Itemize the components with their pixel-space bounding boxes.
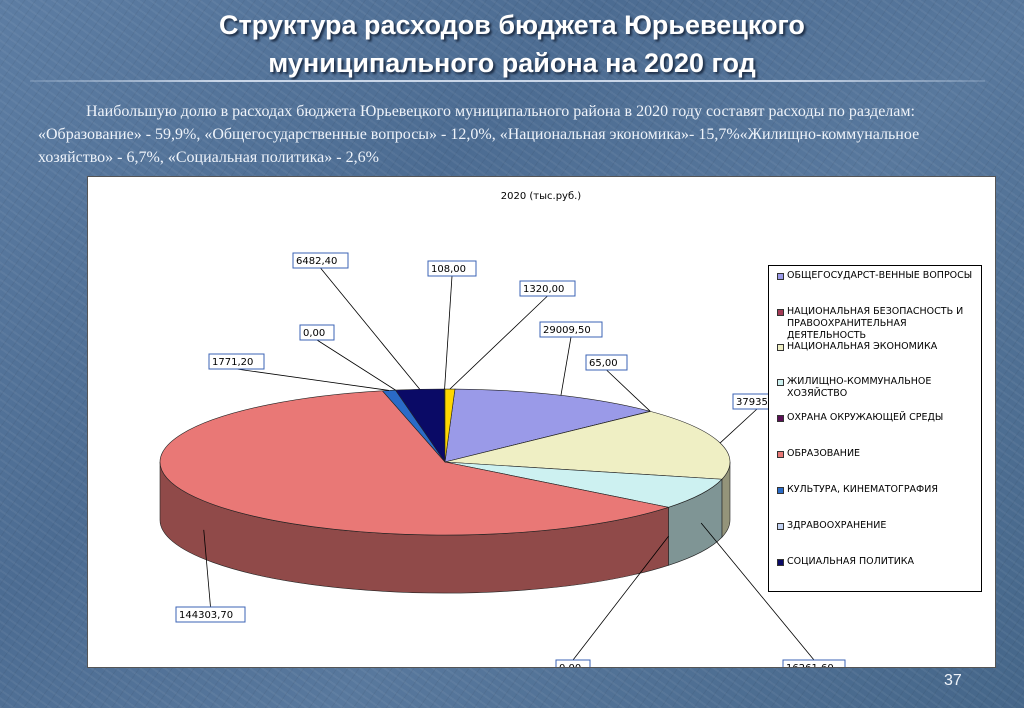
data-label-box-9 <box>427 260 477 277</box>
leader-line-5 <box>203 529 211 608</box>
page-number: 37 <box>944 672 962 689</box>
legend-item: НАЦИОНАЛЬНАЯ БЕЗОПАСНОСТЬ И ПРАВООХРАНИТ… <box>777 306 987 342</box>
pie-tops <box>159 388 731 536</box>
pie-labels: 29009,50 65,00 37935, 16261,60 0,00 144303,70… <box>175 252 846 667</box>
data-label-box-4 <box>555 659 591 667</box>
legend-label: ЗДРАВООХРАНЕНИЕ <box>787 520 887 531</box>
title-line-2: муниципального района на 2020 год <box>268 48 756 78</box>
leader-line-8 <box>320 267 421 390</box>
leader-line-6 <box>236 368 389 391</box>
data-label-box-6 <box>208 353 265 370</box>
legend-item: ЖИЛИЩНО-КОММУНАЛЬНОЕ ХОЗЯЙСТВО <box>777 376 987 400</box>
data-label-box-0 <box>539 321 603 338</box>
legend-label: ОБРАЗОВАНИЕ <box>787 448 861 459</box>
leader-line-3 <box>700 522 815 661</box>
legend-label: НАЦИОНАЛЬНАЯ ЭКОНОМИКА <box>787 341 938 352</box>
legend-label: ОХРАНА ОКРУЖАЮЩЕЙ СРЕДЫ <box>787 412 944 423</box>
legend-swatch <box>777 559 784 566</box>
legend-swatch <box>777 451 784 458</box>
legend-item: ЗДРАВООХРАНЕНИЕ <box>777 520 987 532</box>
data-label-10: 1320,00 <box>523 284 564 295</box>
pie-slice-2 <box>444 411 731 480</box>
legend-swatch <box>777 344 784 351</box>
legend-label: НАЦИОНАЛЬНАЯ БЕЗОПАСНОСТЬ И ПРАВООХРАНИТ… <box>787 306 964 341</box>
title-line-1: Структура расходов бюджета Юрьевецкого <box>219 10 805 40</box>
chart-area: 2020 (тыс.руб.) 29009,50 65,00 37935, 16261,… <box>87 176 996 668</box>
leader-line-0 <box>560 336 572 396</box>
legend-swatch <box>777 379 784 386</box>
leader-line-1 <box>606 369 651 412</box>
legend-item: ОБЩЕГОСУДАРСТ-ВЕННЫЕ ВОПРОСЫ <box>777 270 987 282</box>
legend-item: КУЛЬТУРА, КИНЕМАТОГРАФИЯ <box>777 484 987 496</box>
data-label-box-1 <box>585 354 628 371</box>
data-label-2: 37935, <box>736 397 771 408</box>
data-label-0: 29009,50 <box>543 325 591 336</box>
data-label-box-7 <box>299 324 335 341</box>
legend-item: ОХРАНА ОКРУЖАЮЩЕЙ СРЕДЫ <box>777 412 987 424</box>
legend-swatch <box>777 309 784 316</box>
legend-label: КУЛЬТУРА, КИНЕМАТОГРАФИЯ <box>787 484 938 495</box>
leader-line-7 <box>316 339 396 391</box>
legend-item: ОБРАЗОВАНИЕ <box>777 448 987 460</box>
data-label-5: 144303,70 <box>179 610 233 621</box>
legend-label: ОБЩЕГОСУДАРСТ-ВЕННЫЕ ВОПРОСЫ <box>787 270 973 281</box>
data-label-4: 0,00 <box>559 663 581 667</box>
chart-title: 2020 (тыс.руб.) <box>501 191 582 202</box>
data-label-6: 1771,20 <box>212 357 253 368</box>
summary-paragraph: Наибольшую долю в расходах бюджета Юрьев… <box>38 103 920 166</box>
legend-swatch <box>777 487 784 494</box>
data-label-3: 16261,60 <box>786 663 834 667</box>
data-label-9: 108,00 <box>431 264 466 275</box>
legend-item: СОЦИАЛЬНАЯ ПОЛИТИКА <box>777 556 987 568</box>
legend-item: НАЦИОНАЛЬНАЯ ЭКОНОМИКА <box>777 341 987 353</box>
legend-label: СОЦИАЛЬНАЯ ПОЛИТИКА <box>787 556 915 567</box>
leader-line-4 <box>572 536 669 661</box>
data-label-box-3 <box>782 659 846 667</box>
pie-slice-5 <box>159 390 670 536</box>
legend-label: ЖИЛИЩНО-КОММУНАЛЬНОЕ ХОЗЯЙСТВО <box>787 376 932 399</box>
data-label-box-8 <box>292 252 349 269</box>
pie-slice-3 <box>444 461 723 508</box>
legend-swatch <box>777 415 784 422</box>
data-label-box-5 <box>175 606 246 623</box>
data-label-1: 65,00 <box>589 358 618 369</box>
slide-title: Структура расходов бюджета Юрьевецкого м… <box>0 6 1024 82</box>
data-label-7: 0,00 <box>303 328 325 339</box>
leader-line-9 <box>444 275 453 390</box>
title-divider <box>30 80 985 82</box>
leader-line-10 <box>449 295 548 390</box>
data-label-box-10 <box>519 280 576 297</box>
pie-chart: 2020 (тыс.руб.) 29009,50 65,00 37935, 16261,… <box>159 191 846 667</box>
leader-line-2 <box>719 408 758 444</box>
data-label-8: 6482,40 <box>296 256 337 267</box>
chart-legend: ОБЩЕГОСУДАРСТ-ВЕННЫЕ ВОПРОСЫ НАЦИОНАЛЬНАЯ… <box>768 265 982 592</box>
legend-swatch <box>777 523 784 530</box>
legend-swatch <box>777 273 784 280</box>
